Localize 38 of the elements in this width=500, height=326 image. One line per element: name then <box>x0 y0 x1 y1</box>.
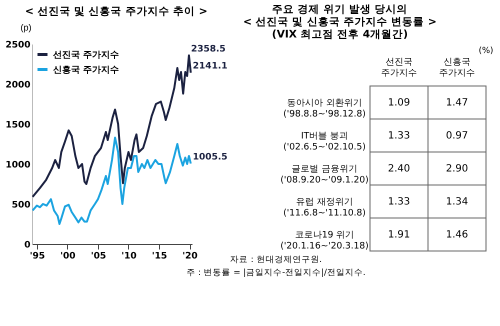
line-series <box>32 136 192 225</box>
chart-title: 주요 경제 위기 발생 당시의 < 선진국 및 신흥국 주가지수 변동률 > (VIX 최고점 전후 4개월간) <box>243 4 437 40</box>
y-tick-label: 코로나19 위기 ('20.1.16~'20.3.18) <box>280 230 369 252</box>
y-tick-label: 글로벌 금융위기 ('08.9.20~'09.1.20) <box>280 164 369 186</box>
y-tick-label: 2000 <box>5 80 30 90</box>
data-label: 2.40 <box>388 164 410 174</box>
data-label: 1.47 <box>446 98 468 108</box>
x-tick-label: '10 <box>121 252 137 262</box>
data-label: 1.09 <box>388 98 410 108</box>
x-tick-label: '95 <box>30 252 46 262</box>
y-tick-label: 2500 <box>5 40 30 50</box>
y-tick-label: 동아시아 외환위기 ('98.8.8~'98.12.8) <box>283 98 366 120</box>
data-label: 1005.5 <box>192 152 228 163</box>
y-tick-label: 유럽 재정위기 ('11.6.8~'11.10.8) <box>283 198 366 218</box>
data-label: 2.90 <box>446 164 468 174</box>
data-label: 1.46 <box>446 230 468 240</box>
data-label: 1.91 <box>388 230 410 240</box>
x-tick-label: '00 <box>60 252 76 262</box>
text: 자료 : 현대경제연구원. <box>230 255 322 265</box>
x-tick-label: '15 <box>152 252 168 262</box>
data-label: 2358.5 <box>190 44 226 54</box>
y-tick-label: 500 <box>12 200 30 210</box>
data-label: 1.33 <box>388 130 410 142</box>
y-tick-label: 0 <box>24 240 30 250</box>
y-tick-label: 1500 <box>5 120 30 130</box>
y-tick-label: 1000 <box>5 160 30 170</box>
data-label: 0.97 <box>446 130 468 142</box>
x-tick-label: '20 <box>182 252 198 262</box>
text: (%) <box>478 46 494 56</box>
data-label: 2141.1 <box>192 62 228 72</box>
chart-title: < 선진국 및 신흥국 주가지수 추이 > <box>24 6 208 18</box>
data-label: 1.33 <box>388 196 410 208</box>
y-axis-title: (p) <box>20 22 32 32</box>
y-tick-label: IT버블 붕괴 ('02.6.5~'02.10.5) <box>283 132 366 152</box>
x-tick-label: '05 <box>90 252 106 262</box>
data-label: 1.34 <box>446 196 468 208</box>
text: 주 : 변동률 = |금일지수-전일지수|/전일지수. <box>186 268 366 278</box>
legend-label: 선진국 주가지수 <box>53 50 120 60</box>
